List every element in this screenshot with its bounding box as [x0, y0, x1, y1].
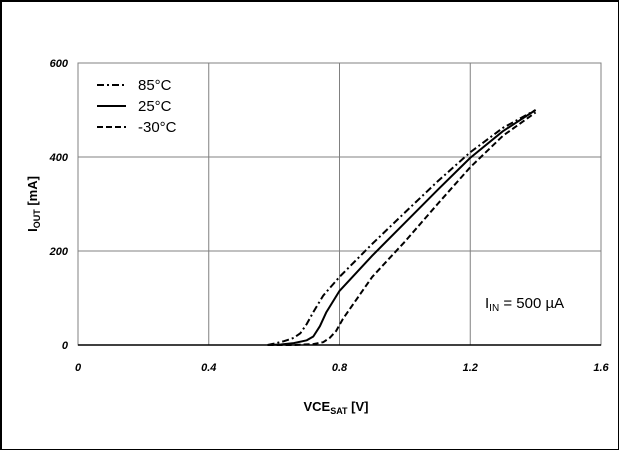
x-tick-label: 1.6 — [593, 362, 609, 374]
y-tick-label: 0 — [62, 340, 69, 352]
x-tick-label: 0 — [75, 362, 82, 374]
x-tick-label: 1.2 — [463, 362, 478, 374]
y-tick-label: 400 — [49, 152, 69, 164]
y-tick-labels: 0 200 400 600 — [49, 58, 69, 352]
x-tick-label: 0.8 — [332, 362, 348, 374]
series-line-30c — [267, 111, 537, 346]
y-axis-title: IOUT [mA] — [25, 176, 42, 232]
legend-label: -30°C — [138, 119, 177, 136]
legend-label: 25°C — [138, 98, 172, 115]
series-lines — [267, 109, 537, 346]
input-current-annotation: IIN = 500 µA — [485, 295, 564, 314]
x-axis-title: VCESAT [V] — [303, 399, 368, 416]
legend-label: 85°C — [138, 77, 172, 94]
y-tick-label: 200 — [49, 246, 69, 258]
x-tick-labels: 0 0.4 0.8 1.2 1.6 — [75, 362, 610, 374]
y-tick-label: 600 — [50, 58, 69, 70]
x-tick-label: 0.4 — [201, 362, 216, 374]
grid-lines — [78, 63, 601, 346]
series-line-25c — [267, 109, 537, 346]
series-line-85c — [267, 109, 537, 346]
legend: 85°C 25°C -30°C — [97, 77, 177, 136]
